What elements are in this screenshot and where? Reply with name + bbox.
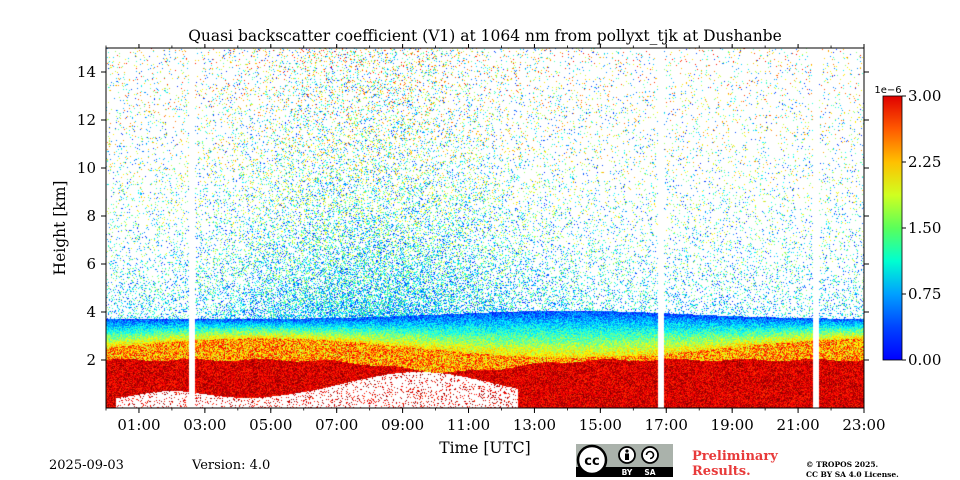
x-tick-label: 07:00	[315, 416, 358, 434]
share-alike-icon	[641, 446, 659, 464]
colorbar-tick-label: 0.00	[908, 351, 941, 369]
attribution-icon	[618, 446, 636, 464]
copyright-line-2: CC BY SA 4.0 License.	[806, 470, 899, 479]
creative-commons-icon: cc	[576, 444, 608, 476]
preliminary-line-2: Results.	[692, 464, 751, 479]
x-axis: 01:00 03:00 05:00 07:00 09:00 11:00 13:00 15:00…	[105, 44, 886, 434]
y-tick-label: 14	[77, 63, 96, 81]
y-axis-label: Height [km]	[51, 181, 69, 276]
y-tick-label: 10	[77, 159, 96, 177]
cc-by-sa-badge: cc BY SA	[576, 444, 673, 477]
y-axis: 2 4 6 8 10 12 14	[77, 63, 869, 369]
preliminary-results-note: Preliminary Results.	[692, 449, 778, 479]
footer-date: 2025-09-03	[49, 458, 124, 473]
x-tick-label: 15:00	[579, 416, 622, 434]
x-tick-label: 17:00	[645, 416, 688, 434]
x-tick-label: 03:00	[183, 416, 226, 434]
x-tick-label: 23:00	[842, 416, 885, 434]
x-tick-label: 09:00	[381, 416, 424, 434]
preliminary-line-1: Preliminary	[692, 449, 778, 464]
y-tick-label: 6	[86, 255, 96, 273]
x-tick-label: 19:00	[711, 416, 754, 434]
x-tick-label: 13:00	[513, 416, 556, 434]
badge-by-label: BY	[622, 468, 633, 477]
y-tick-label: 8	[86, 207, 96, 225]
colorbar-tick-label: 1.50	[908, 219, 941, 237]
x-tick-label: 01:00	[117, 416, 160, 434]
colorbar-multiplier: 1e−6	[874, 85, 901, 96]
y-tick-label: 2	[86, 351, 96, 369]
colorbar	[882, 95, 903, 361]
plot-area-frame	[105, 47, 865, 409]
chart-title: Quasi backscatter coefficient (V1) at 10…	[188, 27, 782, 45]
colorbar-tick-label: 0.75	[908, 285, 941, 303]
x-tick-label: 21:00	[776, 416, 819, 434]
y-tick-label: 4	[86, 303, 96, 321]
copyright-line-1: © TROPOS 2025.	[806, 460, 879, 469]
colorbar-tick-label: 2.25	[908, 153, 941, 171]
y-tick-label: 12	[77, 111, 96, 129]
cc-glyph: cc	[584, 454, 599, 469]
backscatter-heatmap	[106, 48, 864, 408]
x-tick-label: 11:00	[447, 416, 490, 434]
x-tick-label: 05:00	[249, 416, 292, 434]
colorbar-ticks: 0.00 0.75 1.50 2.25 3.00	[902, 87, 941, 369]
colorbar-tick-label: 3.00	[908, 87, 941, 105]
footer-version: Version: 4.0	[192, 458, 271, 473]
x-axis-label: Time [UTC]	[439, 439, 530, 457]
copyright-note: © TROPOS 2025. CC BY SA 4.0 License.	[806, 460, 899, 480]
badge-sa-label: SA	[644, 468, 655, 477]
